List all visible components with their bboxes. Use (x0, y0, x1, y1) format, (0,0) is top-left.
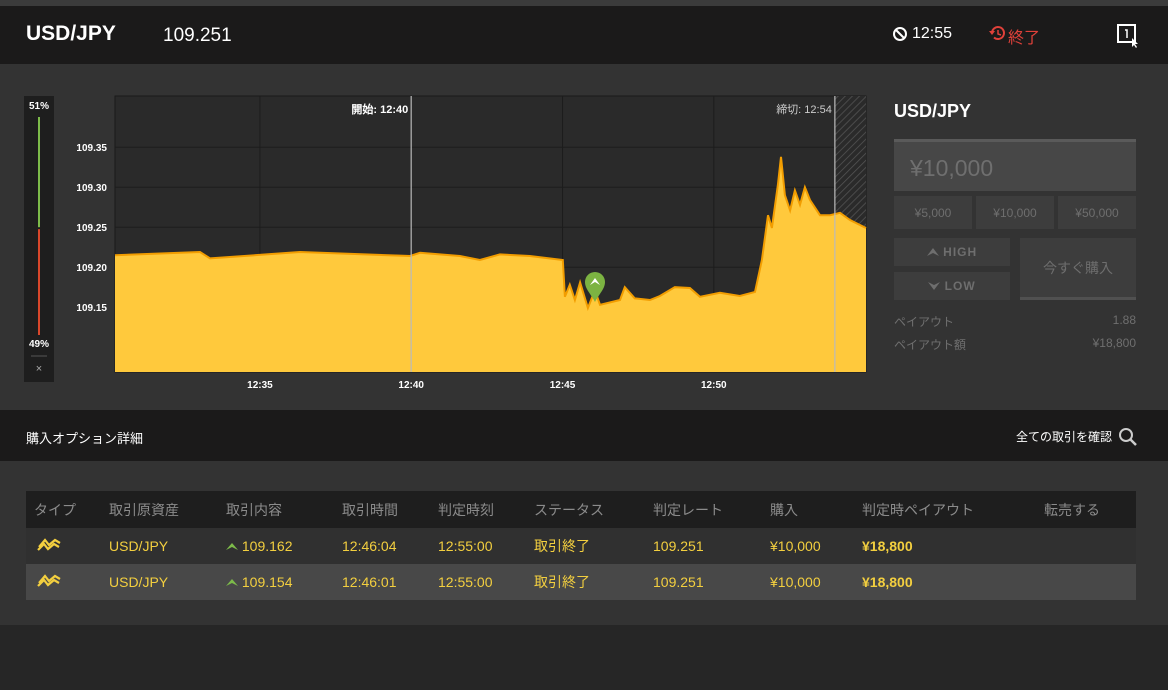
table-cell: 12:46:04 (342, 538, 397, 554)
y-tick-label: 109.15 (76, 303, 107, 314)
top-bar: USD/JPY 109.251 12:55 終了 (0, 6, 1168, 64)
table-row: USD/JPY 109.154 12:46:01 12:55:00 取引終了 109.2… (26, 564, 1136, 600)
type-icon (37, 573, 61, 587)
y-tick-label: 109.35 (76, 143, 107, 154)
table-cell: 109.251 (653, 538, 704, 554)
column-header: タイプ (34, 501, 76, 518)
sentiment-low-bar (38, 229, 40, 335)
status[interactable]: 終了 (1008, 30, 1041, 47)
high-text: HIGH (943, 245, 978, 259)
table-cell (1044, 528, 1136, 564)
type-cell (26, 528, 109, 564)
table-row: USD/JPY 109.162 12:46:04 12:55:00 取引終了 109.2… (26, 528, 1136, 564)
table-cell-text: 109.162 (241, 538, 293, 554)
x-tick-label: 12:45 (550, 380, 576, 391)
panel-symbol: USD/JPY (894, 101, 972, 121)
low-text: LOW (944, 279, 976, 293)
table-cell: 12:55:00 (438, 574, 493, 590)
sentiment-high-label: 51% (29, 101, 49, 112)
type-cell (26, 564, 109, 600)
x-tick-label: 12:35 (247, 380, 273, 391)
trade-table: タイプ 取引原資産 取引内容 取引時間 判定時刻 ステータス 判定レート 購入 判定時ペイアウト… (26, 491, 1136, 600)
column-header: 判定時ペイアウト (862, 501, 974, 518)
x-tick-label: 12:40 (398, 380, 424, 391)
sentiment-low-label: 49% (29, 339, 49, 350)
payout-amount-label: ペイアウト額 (894, 338, 967, 352)
search-icon[interactable] (1118, 427, 1138, 447)
column-header: 判定レート (653, 501, 723, 518)
buy-button[interactable]: 今すぐ購入 (1020, 238, 1136, 300)
table-cell: 109.251 (653, 574, 704, 590)
chart: 109.35 109.30 109.25 109.20 109.15 12:35 12:40… (24, 95, 867, 391)
price-line (114, 156, 867, 312)
table-area: タイプ 取引原資産 取引内容 取引時間 判定時刻 ステータス 判定レート 購入 判定時ペイアウト… (0, 461, 1168, 625)
low-icon (928, 282, 941, 290)
high-icon (926, 248, 939, 256)
table-cell: ¥18,800 (862, 574, 913, 590)
window-icon[interactable] (1117, 24, 1141, 48)
table-cell: 取引終了 (534, 538, 590, 554)
table-cell-text: 109.154 (241, 574, 293, 590)
table-cell: USD/JPY (109, 574, 169, 590)
amount: ¥10,000 (910, 155, 994, 181)
pin-shape (585, 272, 605, 302)
up-icon (226, 543, 238, 550)
column-header: 取引原資産 (109, 501, 179, 518)
y-tick-label: 109.25 (76, 223, 107, 234)
marker-label: 開始: 12:40 (351, 102, 408, 116)
all-trades-link[interactable]: 全ての取引を確認 (1016, 430, 1113, 444)
amount-input[interactable]: ¥10,000 (894, 139, 1136, 191)
y-tick-label: 109.30 (76, 183, 107, 194)
high-button[interactable]: HIGH (894, 238, 1010, 266)
column-header: 判定時刻 (438, 501, 494, 518)
top-border (0, 0, 1168, 6)
time: 12:55 (912, 25, 953, 42)
section-bar: 購入オプション詳細 全ての取引を確認 (0, 410, 1168, 461)
table-cell: ¥18,800 (862, 538, 913, 554)
symbol: USD/JPY (26, 22, 116, 45)
section-title: 購入オプション詳細 (26, 431, 144, 446)
pin-arrow (590, 278, 600, 285)
header-row: タイプ 取引原資産 取引内容 取引時間 判定時刻 ステータス 判定レート 購入 判定時ペイアウト… (26, 491, 1136, 528)
column-header: 取引内容 (226, 501, 282, 518)
history-icon (989, 26, 1005, 41)
preset-button[interactable]: ¥50,000 (1058, 196, 1136, 229)
payout-label: ペイアウト (894, 315, 955, 329)
payout: 1.88 (1112, 313, 1136, 327)
clock-icon (893, 27, 907, 41)
column-header: ステータス (534, 501, 604, 518)
marker-label: 締切: 12:54 (776, 102, 832, 116)
low-button[interactable]: LOW (894, 272, 1010, 300)
sentiment-close: × (36, 363, 42, 375)
up-icon (226, 579, 238, 586)
payout-amount: ¥18,800 (1092, 336, 1136, 350)
rate: 109.251 (163, 25, 232, 46)
table-cell: USD/JPY (109, 538, 169, 554)
table-cell: 109.162 (226, 528, 342, 564)
entry-pin (585, 272, 605, 302)
column-header: 取引時間 (342, 501, 398, 518)
table-cell: 12:46:01 (342, 574, 397, 590)
table-cell: 12:55:00 (438, 538, 493, 554)
preset-button[interactable]: ¥10,000 (976, 196, 1054, 229)
area-fill (115, 156, 866, 372)
table-cell (1044, 564, 1136, 600)
table-cell: ¥10,000 (770, 574, 821, 590)
column-header: 転売する (1044, 501, 1100, 518)
table-cell: 取引終了 (534, 574, 590, 590)
preset-button[interactable]: ¥5,000 (894, 196, 972, 229)
sentiment-high-bar (38, 117, 40, 228)
table-cell: 109.154 (226, 564, 342, 600)
table-cell: ¥10,000 (770, 538, 821, 554)
table-body: USD/JPY 109.162 12:46:04 12:55:00 取引終了 109.2… (26, 528, 1136, 600)
column-header: 購入 (770, 501, 798, 518)
y-tick-label: 109.20 (76, 263, 107, 274)
type-icon (37, 537, 61, 551)
x-tick-label: 12:50 (701, 380, 727, 391)
